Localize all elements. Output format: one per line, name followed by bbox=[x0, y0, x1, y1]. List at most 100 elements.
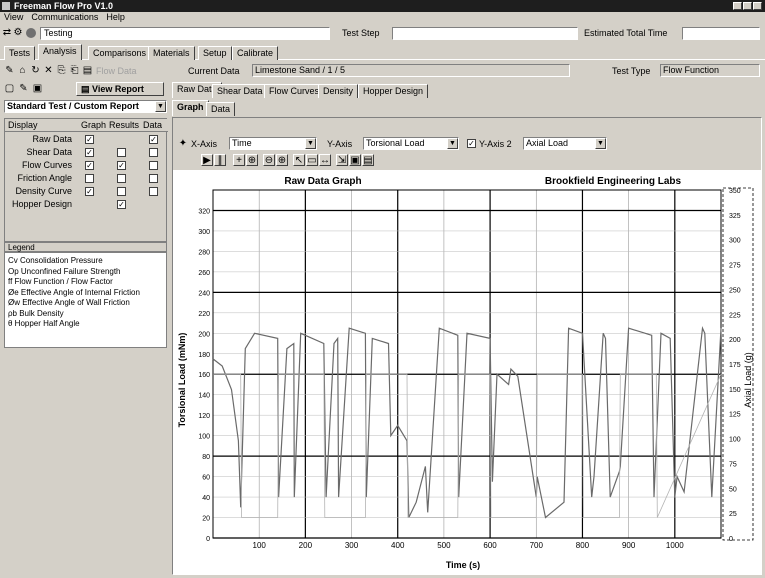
connect-icon[interactable]: ⇄ bbox=[2, 27, 12, 38]
fit-icon[interactable]: ↔ bbox=[319, 154, 331, 166]
save-graph-icon[interactable]: ▣ bbox=[349, 154, 361, 166]
series-line-1 bbox=[213, 373, 722, 518]
tab-comparisons[interactable]: Comparisons bbox=[88, 46, 152, 60]
col-graph: Graph bbox=[81, 120, 107, 130]
pause-icon[interactable]: ∥ bbox=[214, 154, 226, 166]
refresh-icon[interactable]: ↻ bbox=[31, 65, 40, 76]
x-axis-select[interactable]: Time ▼ bbox=[229, 137, 317, 150]
pointer-icon[interactable]: ↖ bbox=[293, 154, 305, 166]
legend-box: Cv Consolidation Pressure Op Unconfined F… bbox=[4, 252, 167, 348]
data-checkbox[interactable] bbox=[149, 148, 158, 157]
result-grid-row-name: Friction Angle bbox=[17, 173, 72, 183]
paste-icon[interactable]: ⎗ bbox=[70, 65, 79, 76]
tab-graph[interactable]: Graph bbox=[172, 100, 209, 116]
flow-data-button[interactable]: Flow Data bbox=[96, 66, 137, 76]
legend-item: Cv Consolidation Pressure bbox=[8, 256, 103, 265]
y-axis-select[interactable]: Torsional Load ▼ bbox=[363, 137, 459, 150]
window-titlebar: Freeman Flow Pro V1.0 bbox=[0, 0, 765, 12]
y-tick-label: 260 bbox=[198, 270, 210, 277]
status-led-icon bbox=[26, 28, 36, 38]
select-icon[interactable]: ▭ bbox=[306, 154, 318, 166]
folder-icon[interactable]: ⌂ bbox=[19, 65, 26, 76]
report-template-select[interactable]: Standard Test / Custom Report ▼ bbox=[4, 100, 167, 113]
new-report-icon[interactable]: ▢ bbox=[4, 83, 15, 94]
y-tick-label: 40 bbox=[202, 495, 210, 502]
settings-icon[interactable]: ⚙ bbox=[13, 27, 23, 38]
chart-axes: 100 200 300 400 500 600 700 800 900 1000020406080… bbox=[198, 187, 754, 550]
result-grid-header: Display Graph Results Data bbox=[5, 119, 168, 132]
edit-report-icon[interactable]: ✎ bbox=[19, 83, 28, 94]
tab-calibrate[interactable]: Calibrate bbox=[232, 46, 279, 60]
close-button[interactable] bbox=[753, 2, 762, 10]
x-tick-label: 100 bbox=[253, 541, 267, 550]
results-checkbox[interactable] bbox=[117, 148, 126, 157]
zoom-out-icon[interactable]: ⊖ bbox=[263, 154, 275, 166]
menu-item-communications[interactable]: Communications bbox=[31, 12, 99, 22]
legend-item: Øe Effective Angle of Internal Friction bbox=[8, 287, 140, 297]
view-report-button[interactable]: ▤ View Report bbox=[76, 82, 164, 96]
save-icon[interactable]: ▣ bbox=[32, 83, 43, 94]
graph-checkbox[interactable]: ✓ bbox=[85, 135, 94, 144]
close-data-icon[interactable]: ✕ bbox=[44, 65, 53, 76]
test-step-label: Test Step bbox=[342, 28, 380, 38]
results-checkbox[interactable]: ✓ bbox=[117, 200, 126, 209]
y-tick-label: 300 bbox=[198, 229, 210, 236]
results-checkbox[interactable] bbox=[117, 187, 126, 196]
data-checkbox[interactable]: ✓ bbox=[149, 135, 158, 144]
print-icon[interactable]: ▤ bbox=[82, 65, 93, 76]
legend-item: Øw Effective Angle of Wall Friction bbox=[8, 298, 130, 307]
y2-axis-title: Axial Load (g) bbox=[743, 352, 753, 408]
tab-analysis[interactable]: Analysis bbox=[38, 44, 82, 60]
data-checkbox[interactable] bbox=[149, 161, 158, 170]
window-controls bbox=[733, 2, 762, 10]
export-icon[interactable]: ⇲ bbox=[336, 154, 348, 166]
data-checkbox[interactable] bbox=[149, 187, 158, 196]
menu-item-view[interactable]: View bbox=[4, 12, 24, 22]
open-icon[interactable]: ✎ bbox=[5, 65, 14, 76]
graph-checkbox[interactable]: ✓ bbox=[85, 161, 94, 170]
y2-axis-checkbox[interactable]: ✓ bbox=[467, 139, 476, 148]
print-graph-icon[interactable]: ▤ bbox=[362, 154, 374, 166]
results-checkbox[interactable] bbox=[117, 174, 126, 183]
copy-icon[interactable]: ⎘ bbox=[57, 65, 66, 76]
tab-hopper-design[interactable]: Hopper Design bbox=[358, 84, 429, 98]
result-grid-row: Shear Data ✓ bbox=[5, 146, 168, 159]
tab-setup[interactable]: Setup bbox=[198, 46, 232, 60]
y2-axis-select[interactable]: Axial Load ▼ bbox=[523, 137, 607, 150]
graph-checkbox[interactable]: ✓ bbox=[85, 148, 94, 157]
crosshair-icon[interactable]: + bbox=[233, 154, 245, 166]
tab-flow-curves[interactable]: Flow Curves bbox=[264, 84, 325, 98]
series-line-0 bbox=[212, 325, 722, 519]
maximize-button[interactable] bbox=[743, 2, 752, 10]
current-data-field: Limestone Sand / 1 / 5 bbox=[252, 64, 570, 77]
result-grid-row: Friction Angle bbox=[5, 172, 168, 185]
tab-data[interactable]: Data bbox=[206, 102, 236, 116]
zoom-icon[interactable]: ⊕ bbox=[246, 154, 258, 166]
y2-tick-label: 25 bbox=[729, 511, 737, 518]
y-tick-label: 180 bbox=[198, 352, 210, 359]
pin-icon[interactable]: ✦ bbox=[178, 138, 188, 149]
y2-tick-label: 125 bbox=[729, 412, 741, 419]
graph-checkbox[interactable]: ✓ bbox=[85, 187, 94, 196]
x-tick-label: 500 bbox=[437, 541, 451, 550]
graph-checkbox[interactable] bbox=[85, 174, 94, 183]
tab-shear-data[interactable]: Shear Data bbox=[212, 84, 268, 98]
minimize-button[interactable] bbox=[733, 2, 742, 10]
y2-axis-frame bbox=[722, 187, 754, 541]
play-icon[interactable]: ▶ bbox=[201, 154, 213, 166]
y2-tick-label: 275 bbox=[729, 263, 741, 270]
zoom-in-icon[interactable]: ⊕ bbox=[276, 154, 288, 166]
main-tabs: Tests Analysis Comparisons Materials Set… bbox=[0, 44, 765, 60]
y-tick-label: 80 bbox=[202, 454, 210, 461]
raw-data-chart: Raw Data Graph Brookfield Engineering La… bbox=[173, 170, 761, 574]
menu-item-help[interactable]: Help bbox=[106, 12, 125, 22]
menu-bar: View Communications Help bbox=[0, 12, 765, 23]
y2-tick-label: 150 bbox=[729, 387, 741, 394]
data-checkbox[interactable] bbox=[149, 174, 158, 183]
y-tick-label: 20 bbox=[202, 516, 210, 523]
results-checkbox[interactable]: ✓ bbox=[117, 161, 126, 170]
tab-materials[interactable]: Materials bbox=[148, 46, 195, 60]
tab-density[interactable]: Density bbox=[318, 84, 359, 98]
tab-tests[interactable]: Tests bbox=[4, 46, 36, 60]
state-value: Testing bbox=[44, 28, 73, 38]
